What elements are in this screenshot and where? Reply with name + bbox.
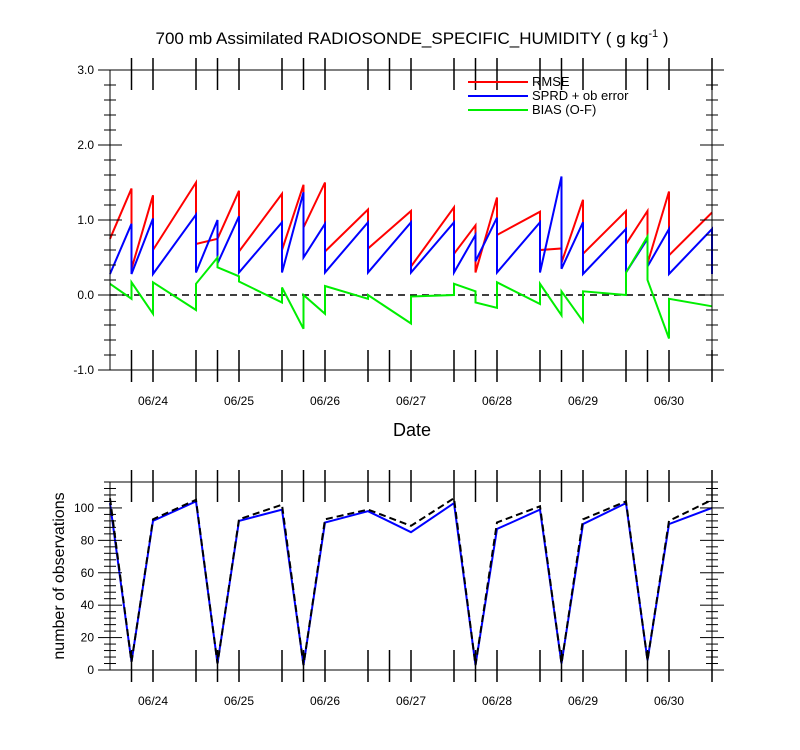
y-tick-label: -1.0 <box>73 363 94 377</box>
bottom-y-axis-title: number of observations <box>51 492 68 659</box>
series-line-bias-o-f <box>109 232 713 339</box>
y-tick-label: 100 <box>74 501 94 515</box>
x-axis-title: Date <box>393 420 431 440</box>
y-tick-label: 1.0 <box>77 213 94 227</box>
chart-title-superscript: -1 <box>648 28 658 40</box>
y-tick-label: 3.0 <box>77 63 94 77</box>
x-tick-label: 06/29 <box>568 694 598 708</box>
legend-label: SPRD + ob error <box>532 88 629 103</box>
x-tick-label: 06/26 <box>310 394 340 408</box>
y-tick-label: 2.0 <box>77 138 94 152</box>
y-tick-label: 60 <box>81 566 95 580</box>
legend-label: BIAS (O-F) <box>532 102 596 117</box>
x-tick-label: 06/30 <box>654 694 684 708</box>
chart-title-main: 700 mb Assimilated RADIOSONDE_SPECIFIC_H… <box>156 29 649 48</box>
x-tick-label: 06/30 <box>654 394 684 408</box>
bottom-panel: 0 20 40 60 80 100 06/24 06/25 06/26 06/27 06/28 06/… <box>74 470 724 708</box>
chart-title-end: ) <box>658 29 668 48</box>
x-tick-label: 06/27 <box>396 694 426 708</box>
y-tick-label: 80 <box>81 533 95 547</box>
x-tick-label: 06/29 <box>568 394 598 408</box>
top-series-group <box>109 176 713 339</box>
legend-label: RMSE <box>532 74 570 89</box>
chart-title: 700 mb Assimilated RADIOSONDE_SPECIFIC_H… <box>156 28 669 48</box>
x-tick-label: 06/24 <box>138 394 168 408</box>
series-line-possible-observations <box>109 496 713 666</box>
y-tick-label: 20 <box>81 631 95 645</box>
x-tick-label: 06/25 <box>224 694 254 708</box>
x-tick-label: 06/24 <box>138 694 168 708</box>
y-tick-label: 0.0 <box>77 288 94 302</box>
y-tick-label: 0 <box>87 663 94 677</box>
x-tick-label: 06/28 <box>482 694 512 708</box>
bottom-plot-frame <box>109 481 713 671</box>
top-ticks: -1.0 0.0 1.0 2.0 3.0 06/24 06/25 06/26 06/27 06/2… <box>73 58 724 408</box>
series-line-sprd-ob-error <box>109 176 713 278</box>
x-tick-label: 06/25 <box>224 394 254 408</box>
x-tick-label: 06/28 <box>482 394 512 408</box>
y-tick-label: 40 <box>81 598 95 612</box>
x-tick-label: 06/26 <box>310 694 340 708</box>
bottom-series-group <box>109 496 713 666</box>
x-tick-label: 06/27 <box>396 394 426 408</box>
bottom-ticks: 0 20 40 60 80 100 06/24 06/25 06/26 06/27 06/28 06/… <box>74 470 724 708</box>
top-panel: -1.0 0.0 1.0 2.0 3.0 06/24 06/25 06/26 06/27 06/2… <box>73 58 724 408</box>
